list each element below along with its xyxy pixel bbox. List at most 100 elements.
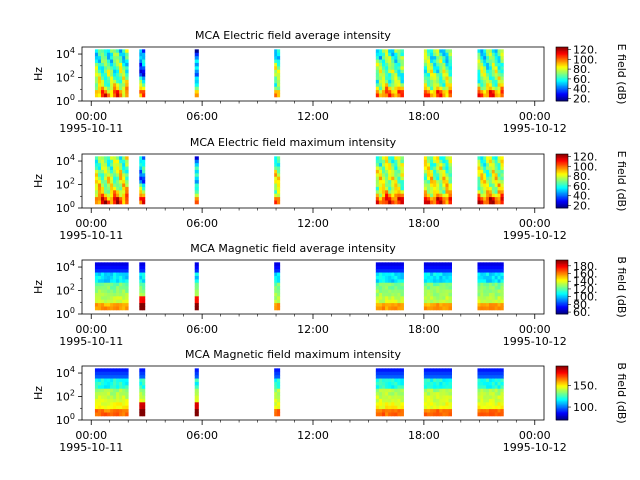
heat-cell [276,262,281,267]
heat-cell [385,381,389,386]
heat-cell [436,156,440,161]
heat-cell [394,378,398,383]
heat-cell [486,275,490,280]
heat-cell [391,183,395,188]
heat-cell [107,186,111,191]
heat-cell [113,186,117,191]
heat-cell [391,173,395,178]
heat-cell [107,190,111,195]
heat-cell [388,86,392,91]
heat-cell [445,176,449,181]
heat-cell [439,381,443,386]
heat-cell [385,173,389,178]
heat-cell [104,59,108,64]
heat-cell [488,83,493,88]
heat-cell [113,93,117,98]
heat-cell [107,402,111,407]
heat-cell [110,69,114,74]
heat-cell [119,262,123,267]
heat-cell [430,83,434,88]
heat-cell [483,405,487,410]
heat-cell [430,76,434,81]
heat-cell [107,262,111,267]
heat-cell [97,282,102,287]
heat-cell [274,83,278,88]
heat-cell [433,166,437,171]
heat-cell [378,299,383,304]
colorbar-cell [556,311,568,314]
heat-cell [423,395,428,400]
heat-cell [439,52,443,57]
heat-cell [445,49,449,54]
heat-cell [491,176,496,181]
heat-cell [500,265,504,270]
heat-cell [375,156,380,161]
heat-cell [488,289,493,294]
heat-cell [430,371,434,376]
heat-cell [97,176,102,181]
heat-cell [385,371,389,376]
heat-cell [430,176,434,181]
heat-cell [375,262,380,267]
heat-cell [448,375,452,379]
heat-cell [430,66,434,71]
heat-cell [433,76,437,81]
x-tick-label: 06:00 [186,323,218,336]
heat-cell [276,156,281,161]
heat-cell [122,299,126,304]
heat-cell [488,90,493,94]
data-block [274,368,281,417]
heat-cell [107,183,111,188]
heat-cell [97,159,102,164]
heat-cell [139,269,143,273]
heat-cell [436,79,440,84]
heat-cell [113,392,117,396]
heat-cell [394,190,398,195]
heat-cell [378,76,383,81]
heat-cell [375,200,380,205]
heat-cell [477,378,481,383]
heat-cell [94,90,99,94]
heat-cell [388,186,392,191]
heat-cell [391,269,395,273]
heat-cell [274,299,278,304]
heat-cell [110,303,114,307]
colorbar-cell [556,296,568,299]
heat-cell [400,190,404,195]
heat-cell [276,69,281,74]
heat-cell [430,79,434,84]
heat-cell [433,409,437,413]
heat-cell [381,405,386,410]
heat-cell [497,183,501,188]
heat-cell [391,409,395,413]
heat-cell [274,76,278,81]
heat-cell [125,286,129,290]
heat-cell [113,169,117,174]
heat-cell [119,412,123,417]
heat-cell [400,375,404,379]
heat-cell [423,173,428,178]
heat-cell [276,395,281,400]
heat-cell [494,398,498,403]
heat-cell [500,395,504,400]
heat-cell [139,368,143,373]
heat-cell [394,193,398,198]
heat-cell [439,282,443,287]
heat-cell [497,180,501,184]
heat-cell [397,275,401,280]
heat-cell [483,62,487,67]
heat-cell [500,93,504,98]
heat-cell [385,409,389,413]
heat-cell [116,49,120,54]
heat-cell [500,371,504,376]
heat-cell [491,299,496,304]
heat-cell [194,378,199,383]
x-tick-label: 00:00 [75,110,107,123]
heat-cell [385,388,389,393]
heat-cell [430,49,434,54]
heat-cell [142,385,146,390]
heat-cell [142,398,146,403]
heat-cell [125,299,129,304]
heat-cell [388,405,392,410]
heat-cell [426,183,431,188]
